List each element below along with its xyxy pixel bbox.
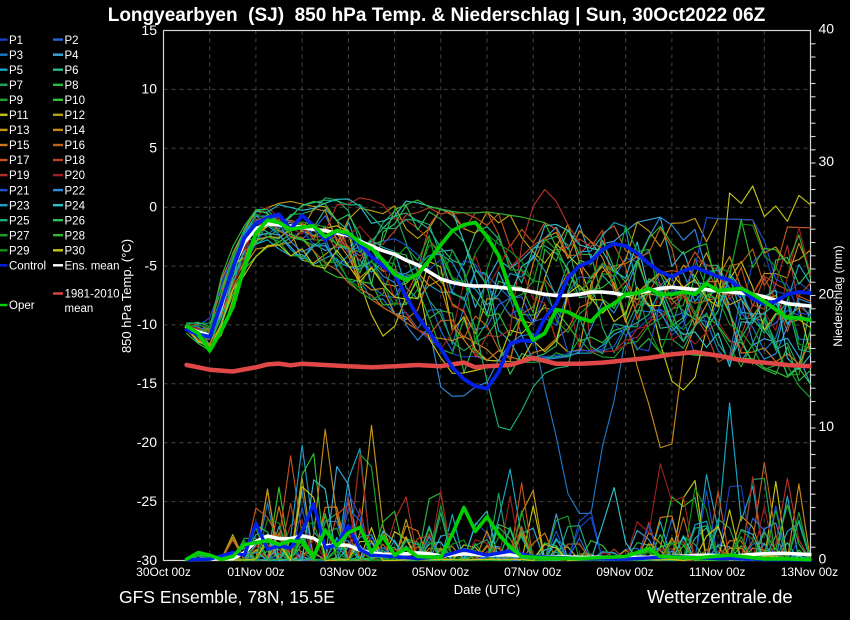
- svg-text:P14: P14: [65, 125, 86, 137]
- svg-text:P11: P11: [9, 110, 29, 122]
- svg-text:GFS Ensemble, 78N, 15.5E: GFS Ensemble, 78N, 15.5E: [119, 587, 335, 607]
- svg-text:-30: -30: [137, 552, 157, 568]
- svg-text:P26: P26: [65, 215, 85, 227]
- svg-text:P27: P27: [9, 230, 29, 242]
- svg-text:30Oct 00z: 30Oct 00z: [136, 565, 191, 579]
- svg-text:-25: -25: [137, 493, 157, 509]
- svg-text:-20: -20: [137, 434, 157, 450]
- svg-text:P19: P19: [9, 170, 29, 182]
- svg-text:P5: P5: [9, 65, 23, 77]
- svg-text:40: 40: [819, 21, 835, 37]
- svg-text:11Nov 00z: 11Nov 00z: [689, 565, 745, 579]
- svg-text:P20: P20: [65, 170, 85, 182]
- svg-text:P15: P15: [9, 140, 29, 152]
- svg-text:5: 5: [149, 140, 157, 156]
- svg-text:09Nov 00z: 09Nov 00z: [596, 565, 653, 579]
- svg-text:15: 15: [141, 22, 157, 38]
- svg-text:Wetterzentrale.de: Wetterzentrale.de: [647, 586, 793, 607]
- svg-text:0: 0: [819, 551, 827, 567]
- svg-text:P7: P7: [9, 80, 23, 92]
- svg-text:P25: P25: [9, 215, 29, 227]
- svg-text:Niederschlag (mm): Niederschlag (mm): [831, 245, 845, 346]
- svg-text:-10: -10: [137, 316, 157, 332]
- svg-text:P30: P30: [65, 246, 85, 258]
- svg-text:0: 0: [149, 199, 157, 215]
- svg-text:Longyearbyen (SJ) 850 hPa Te: Longyearbyen (SJ) 850 hPa Temp. & Nieder…: [108, 5, 766, 26]
- svg-text:10: 10: [819, 418, 835, 434]
- svg-text:P24: P24: [65, 200, 86, 212]
- svg-text:P18: P18: [65, 155, 85, 167]
- svg-text:-15: -15: [137, 375, 157, 391]
- svg-text:Control: Control: [9, 261, 46, 273]
- svg-text:P6: P6: [65, 65, 79, 77]
- svg-text:P23: P23: [9, 200, 29, 212]
- svg-text:850 hPa Temp. (°C): 850 hPa Temp. (°C): [119, 239, 134, 353]
- svg-text:P28: P28: [65, 230, 85, 242]
- svg-text:10: 10: [141, 81, 157, 97]
- svg-text:P1: P1: [9, 35, 23, 47]
- svg-text:P9: P9: [9, 95, 23, 107]
- svg-text:P3: P3: [9, 50, 23, 62]
- svg-text:05Nov 00z: 05Nov 00z: [412, 565, 469, 579]
- svg-text:P10: P10: [65, 95, 85, 107]
- svg-text:P4: P4: [65, 50, 80, 62]
- svg-text:30: 30: [819, 153, 835, 169]
- svg-text:P29: P29: [9, 246, 29, 258]
- svg-text:mean: mean: [65, 303, 94, 315]
- svg-text:1981-2010: 1981-2010: [65, 289, 120, 301]
- svg-text:03Nov 00z: 03Nov 00z: [320, 565, 377, 579]
- svg-text:Ens. mean: Ens. mean: [65, 261, 120, 273]
- svg-text:01Nov 00z: 01Nov 00z: [227, 565, 284, 579]
- svg-text:P16: P16: [65, 140, 85, 152]
- svg-text:P8: P8: [65, 80, 79, 92]
- svg-text:Oper: Oper: [9, 300, 35, 312]
- svg-text:20: 20: [819, 286, 835, 302]
- svg-text:13Nov 00z: 13Nov 00z: [781, 565, 838, 579]
- svg-text:P21: P21: [9, 185, 29, 197]
- svg-text:P13: P13: [9, 125, 29, 137]
- svg-text:P17: P17: [9, 155, 29, 167]
- svg-text:07Nov 00z: 07Nov 00z: [504, 565, 561, 579]
- svg-text:Date (UTC): Date (UTC): [454, 582, 520, 597]
- svg-text:P12: P12: [65, 110, 85, 122]
- svg-text:P2: P2: [65, 35, 79, 47]
- svg-text:-5: -5: [145, 257, 158, 273]
- svg-text:P22: P22: [65, 185, 85, 197]
